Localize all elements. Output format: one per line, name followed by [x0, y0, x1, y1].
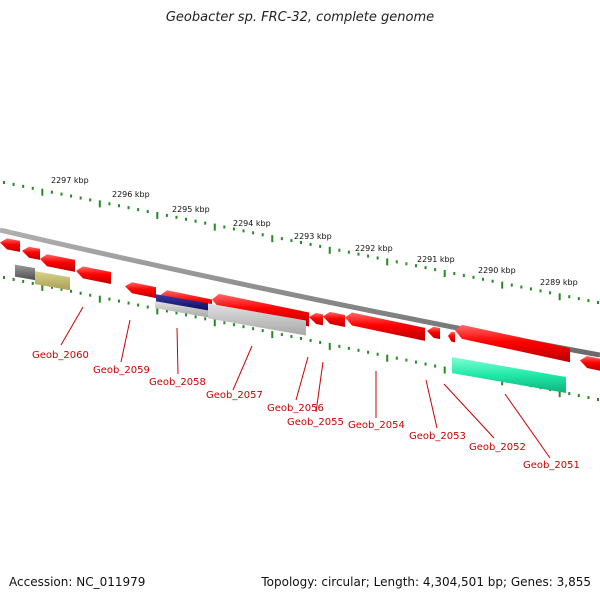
label-leaders: [60, 306, 551, 459]
accession-text: Accession: NC_011979: [9, 575, 146, 589]
ruler-label: 2296 kbp: [112, 190, 150, 199]
feature-box: [452, 357, 566, 394]
feature-box: [15, 264, 35, 281]
gene-arrow: [580, 355, 600, 371]
label-leader-line: [443, 383, 495, 439]
gene-arrow: [323, 311, 345, 328]
gene-arrow: [22, 246, 40, 260]
label-leader-line: [315, 361, 324, 413]
ruler-labels: 2297 kbp 2296 kbp 2295 kbp 2294 kbp 2293 kbp…: [51, 176, 578, 287]
ruler-label: 2289 kbp: [540, 278, 578, 287]
gene-label: Geob_2052: [469, 442, 526, 453]
ruler-label: 2295 kbp: [172, 205, 210, 214]
ruler-label: 2294 kbp: [233, 219, 271, 228]
label-leader-line: [176, 327, 179, 375]
gene-label: Geob_2053: [409, 431, 466, 442]
gene-arrow: [427, 326, 440, 340]
gene-label: Geob_2055: [287, 417, 344, 428]
gene-arrow: [125, 282, 156, 299]
gene-arrow: [309, 312, 323, 326]
label-leader-line: [60, 306, 84, 346]
map-title: Geobacter sp. FRC-32, complete genome: [165, 10, 435, 25]
gene-arrow: [345, 312, 425, 341]
gene-arrow: [448, 331, 455, 343]
gene-label: Geob_2054: [348, 420, 405, 431]
feature-box: [156, 294, 208, 312]
topology-summary: Topology: circular; Length: 4,304,501 bp…: [261, 575, 591, 589]
feature-box: [35, 271, 70, 291]
ruler-label: 2290 kbp: [478, 266, 516, 275]
label-leader-line: [425, 379, 438, 429]
gene-label: Geob_2060: [32, 350, 89, 361]
gene-arrow: [455, 324, 570, 363]
gene-label: Geob_2051: [523, 460, 580, 471]
gene-features: [0, 238, 600, 394]
label-leader-line: [120, 319, 131, 363]
gene-arrow: [0, 238, 20, 252]
ruler-label: 2293 kbp: [294, 232, 332, 241]
gene-label: Geob_2057: [206, 390, 263, 401]
ruler-label: 2292 kbp: [355, 244, 393, 253]
feature-box: [155, 301, 208, 318]
label-leader-line: [232, 345, 253, 391]
ruler-label: 2297 kbp: [51, 176, 89, 185]
label-leader-line: [295, 356, 309, 401]
gene-arrow: [76, 266, 111, 285]
gene-label: Geob_2058: [149, 377, 206, 388]
feature-box: [208, 303, 306, 336]
ruler-label: 2291 kbp: [417, 255, 455, 264]
gene-label: Geob_2056: [267, 403, 324, 414]
label-leader-line: [504, 393, 551, 459]
gene-label: Geob_2059: [93, 365, 150, 376]
gene-arrow: [40, 254, 75, 272]
